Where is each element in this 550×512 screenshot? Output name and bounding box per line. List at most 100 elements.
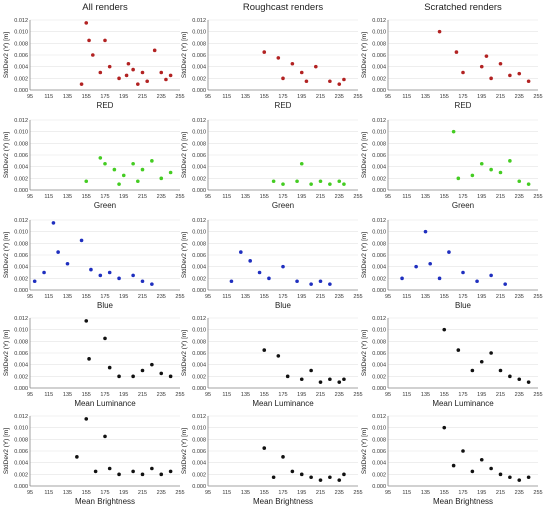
x-tick-label: 235 <box>335 490 344 496</box>
data-point <box>290 61 295 66</box>
x-tick-label: 155 <box>260 94 269 100</box>
x-tick-label: 135 <box>241 490 250 496</box>
y-tick-label: 0.010 <box>192 30 206 36</box>
y-axis-label: StdDev2 (Y) [m] <box>181 232 188 278</box>
y-tick-label: 0.006 <box>14 53 28 59</box>
y-tick-label: 0.008 <box>192 141 206 147</box>
y-axis-label: StdDev2 (Y) [m] <box>361 232 368 278</box>
data-point <box>456 348 461 352</box>
x-tick-label: 95 <box>27 294 33 300</box>
y-axis-label: StdDev2 (Y) [m] <box>3 330 10 376</box>
data-point <box>276 354 281 358</box>
data-point <box>447 250 451 254</box>
data-point <box>98 273 103 278</box>
y-tick-label: 0.004 <box>192 165 206 171</box>
y-tick-label: 0.006 <box>192 153 206 159</box>
data-point <box>262 50 267 54</box>
x-axis-label: Mean Luminance <box>252 399 314 408</box>
y-tick-label: 0.006 <box>192 351 206 357</box>
data-point <box>318 279 323 284</box>
x-tick-label: 95 <box>205 94 211 100</box>
x-tick-label: 155 <box>440 294 449 300</box>
data-point <box>309 282 313 286</box>
data-point <box>140 279 145 284</box>
x-tick-label: 215 <box>496 294 505 300</box>
x-tick-label: 115 <box>44 294 53 300</box>
data-point <box>337 478 342 482</box>
x-tick-label: 95 <box>385 94 391 100</box>
data-point <box>79 238 84 243</box>
data-point <box>318 380 323 384</box>
x-tick-label: 115 <box>222 194 231 200</box>
data-point <box>87 357 91 361</box>
y-tick-label: 0.012 <box>192 18 206 24</box>
x-tick-label: 115 <box>402 294 411 300</box>
x-tick-label: 235 <box>335 94 344 100</box>
x-tick-label: 215 <box>138 490 147 496</box>
y-axis-label: StdDev2 (Y) [m] <box>181 132 188 178</box>
x-tick-label: 155 <box>440 194 449 200</box>
y-tick-label: 0.008 <box>192 241 206 247</box>
x-tick-label: 215 <box>316 490 325 496</box>
x-tick-label: 135 <box>63 490 72 496</box>
data-point <box>337 82 342 86</box>
y-tick-label: 0.008 <box>14 41 28 47</box>
x-tick-label: 215 <box>316 294 325 300</box>
x-tick-label: 215 <box>496 94 505 100</box>
y-tick-label: 0.006 <box>192 253 206 259</box>
y-tick-label: 0.000 <box>372 88 386 94</box>
data-point <box>131 161 135 166</box>
x-tick-label: 255 <box>353 490 362 496</box>
data-point <box>484 54 489 58</box>
y-tick-label: 0.000 <box>14 88 28 94</box>
y-tick-label: 0.000 <box>192 386 206 392</box>
data-point <box>304 79 309 84</box>
x-tick-label: 135 <box>421 392 430 398</box>
y-tick-label: 0.002 <box>192 276 206 282</box>
data-point <box>239 250 243 254</box>
data-point <box>489 466 493 471</box>
x-tick-label: 155 <box>260 194 269 200</box>
data-point <box>342 77 346 82</box>
y-tick-label: 0.010 <box>372 30 386 36</box>
x-tick-label: 195 <box>477 94 486 100</box>
y-tick-label: 0.002 <box>372 472 386 478</box>
y-tick-label: 0.010 <box>372 130 386 136</box>
data-point <box>56 250 60 254</box>
data-point <box>131 469 135 474</box>
x-tick-label: 115 <box>44 490 53 496</box>
y-tick-label: 0.012 <box>14 118 28 124</box>
x-tick-label: 195 <box>297 94 306 100</box>
y-tick-label: 0.012 <box>372 118 386 124</box>
x-tick-label: 115 <box>402 94 411 100</box>
scatter-plot: 0.000 0.002 0.004 0.006 0.008 0.010 0.012 95 115… <box>181 414 363 506</box>
x-tick-label: 235 <box>515 194 524 200</box>
data-point <box>328 79 332 84</box>
x-tick-label: 95 <box>27 94 33 100</box>
data-point <box>470 368 475 373</box>
data-point <box>498 368 503 373</box>
data-point <box>281 264 285 269</box>
x-tick-label: 115 <box>402 490 411 496</box>
x-tick-label: 195 <box>119 392 128 398</box>
data-point <box>508 374 512 379</box>
y-tick-label: 0.010 <box>14 426 28 432</box>
data-point <box>475 279 479 284</box>
x-tick-label: 95 <box>205 294 211 300</box>
data-point <box>281 76 285 81</box>
data-point <box>470 173 475 178</box>
data-point <box>164 77 168 82</box>
y-tick-label: 0.002 <box>372 276 386 282</box>
x-tick-label: 215 <box>496 392 505 398</box>
data-point <box>489 351 493 355</box>
x-tick-label: 215 <box>138 392 147 398</box>
y-tick-label: 0.010 <box>192 230 206 236</box>
y-tick-label: 0.006 <box>14 153 28 159</box>
data-point <box>84 319 89 323</box>
data-point <box>526 182 531 186</box>
data-point <box>65 261 70 266</box>
data-point <box>150 362 154 367</box>
x-tick-label: 95 <box>385 294 391 300</box>
data-point <box>437 276 442 281</box>
x-axis-label: RED <box>275 101 292 110</box>
